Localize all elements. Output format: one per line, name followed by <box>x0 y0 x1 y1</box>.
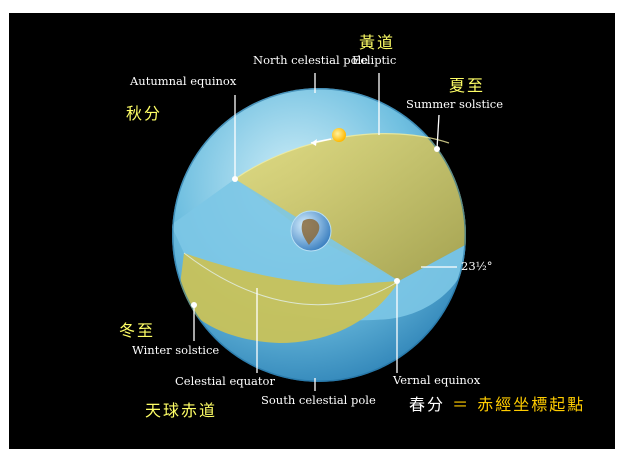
autumnal-equinox-point <box>232 176 238 182</box>
winter-solstice-point <box>191 302 197 308</box>
label-zh-vernal-equinox: 春分 <box>409 395 445 414</box>
label-autumnal-equinox: Autumnal equinox <box>130 74 236 88</box>
celestial-sphere-diagram <box>9 13 615 449</box>
label-zh-ecliptic: 黃道 <box>359 29 395 53</box>
sun-icon <box>332 128 346 142</box>
label-ecliptic: Ecliptic <box>352 53 396 67</box>
label-zh-equals: ＝ <box>452 395 470 414</box>
label-zh-autumnal-equinox: 秋分 <box>126 100 162 124</box>
label-south-celestial-pole: South celestial pole <box>261 393 376 407</box>
label-vernal-equinox: Vernal equinox <box>393 373 480 387</box>
label-north-celestial-pole: North celestial pole <box>253 53 368 67</box>
label-zh-summer-solstice: 夏至 <box>449 72 485 96</box>
label-zh-vernal-equinox-note: 春分 ＝ 赤經坐標起點 <box>409 391 585 415</box>
vernal-equinox-point <box>394 278 400 284</box>
label-celestial-equator: Celestial equator <box>175 374 275 388</box>
slide: North celestial pole Ecliptic Autumnal e… <box>9 13 615 449</box>
label-zh-winter-solstice: 冬至 <box>119 317 155 341</box>
label-tilt-angle: 23½° <box>461 259 493 273</box>
summer-solstice-point <box>434 146 440 152</box>
label-zh-ra-origin: 赤經坐標起點 <box>477 395 585 414</box>
label-zh-celestial-equator: 天球赤道 <box>145 397 217 421</box>
label-winter-solstice: Winter solstice <box>132 343 219 357</box>
pointer-summer <box>437 115 439 149</box>
label-summer-solstice: Summer solstice <box>406 97 503 111</box>
